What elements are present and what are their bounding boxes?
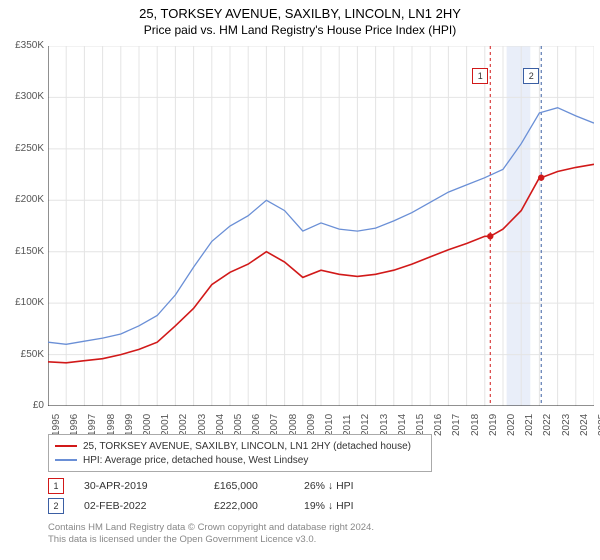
- marker-price: £165,000: [214, 480, 304, 492]
- x-tick-label: 1997: [87, 414, 98, 436]
- x-tick-label: 2024: [579, 414, 590, 436]
- x-tick-label: 2006: [251, 414, 262, 436]
- marker-badge-2: 2: [48, 498, 64, 514]
- y-tick-label: £350K: [4, 40, 44, 51]
- y-tick-label: £200K: [4, 194, 44, 205]
- legend-row: HPI: Average price, detached house, West…: [55, 453, 425, 467]
- legend-label: HPI: Average price, detached house, West…: [83, 455, 308, 466]
- y-tick-label: £100K: [4, 297, 44, 308]
- x-tick-label: 2003: [197, 414, 208, 436]
- x-tick-label: 1996: [69, 414, 80, 436]
- header: 25, TORKSEY AVENUE, SAXILBY, LINCOLN, LN…: [0, 0, 600, 37]
- x-tick-label: 2023: [561, 414, 572, 436]
- x-tick-label: 1995: [51, 414, 62, 436]
- y-tick-label: £50K: [4, 349, 44, 360]
- root: 25, TORKSEY AVENUE, SAXILBY, LINCOLN, LN…: [0, 0, 600, 560]
- x-tick-label: 2022: [542, 414, 553, 436]
- x-tick-label: 2017: [451, 414, 462, 436]
- y-tick-label: £250K: [4, 143, 44, 154]
- marker-row: 1 30-APR-2019 £165,000 26% ↓ HPI: [48, 476, 414, 496]
- legend-label: 25, TORKSEY AVENUE, SAXILBY, LINCOLN, LN…: [83, 441, 411, 452]
- x-tick-label: 2015: [415, 414, 426, 436]
- x-tick-label: 2019: [488, 414, 499, 436]
- chart: 12: [48, 46, 594, 406]
- marker-date: 30-APR-2019: [84, 480, 214, 492]
- page-subtitle: Price paid vs. HM Land Registry's House …: [0, 23, 600, 37]
- x-tick-label: 1998: [106, 414, 117, 436]
- x-tick-label: 2007: [269, 414, 280, 436]
- x-tick-label: 2018: [470, 414, 481, 436]
- marker-date: 02-FEB-2022: [84, 500, 214, 512]
- chart-svg: [48, 46, 594, 406]
- marker-table: 1 30-APR-2019 £165,000 26% ↓ HPI 2 02-FE…: [48, 476, 414, 516]
- marker-row: 2 02-FEB-2022 £222,000 19% ↓ HPI: [48, 496, 414, 516]
- x-tick-label: 1999: [124, 414, 135, 436]
- x-tick-label: 2013: [379, 414, 390, 436]
- x-tick-label: 2002: [178, 414, 189, 436]
- x-tick-label: 2011: [342, 414, 353, 436]
- legend-swatch-property: [55, 445, 77, 447]
- footer-line: Contains HM Land Registry data © Crown c…: [48, 522, 374, 534]
- x-tick-label: 2008: [288, 414, 299, 436]
- x-tick-label: 2009: [306, 414, 317, 436]
- x-tick-label: 2021: [524, 414, 535, 436]
- marker-badge-1: 1: [48, 478, 64, 494]
- marker-pct: 26% ↓ HPI: [304, 480, 414, 492]
- marker-pct: 19% ↓ HPI: [304, 500, 414, 512]
- legend-swatch-hpi: [55, 459, 77, 461]
- footer-line: This data is licensed under the Open Gov…: [48, 534, 374, 546]
- x-tick-label: 2020: [506, 414, 517, 436]
- legend-row: 25, TORKSEY AVENUE, SAXILBY, LINCOLN, LN…: [55, 439, 425, 453]
- footer: Contains HM Land Registry data © Crown c…: [48, 522, 374, 546]
- x-tick-label: 2012: [360, 414, 371, 436]
- chart-marker-badge: 1: [472, 68, 488, 84]
- legend: 25, TORKSEY AVENUE, SAXILBY, LINCOLN, LN…: [48, 434, 432, 472]
- y-tick-label: £0: [4, 400, 44, 411]
- x-tick-label: 2016: [433, 414, 444, 436]
- x-tick-label: 2005: [233, 414, 244, 436]
- x-tick-label: 2001: [160, 414, 171, 436]
- page-title: 25, TORKSEY AVENUE, SAXILBY, LINCOLN, LN…: [0, 6, 600, 21]
- x-tick-label: 2010: [324, 414, 335, 436]
- x-tick-label: 2004: [215, 414, 226, 436]
- y-tick-label: £300K: [4, 91, 44, 102]
- x-tick-label: 2014: [397, 414, 408, 436]
- chart-marker-badge: 2: [523, 68, 539, 84]
- x-tick-label: 2000: [142, 414, 153, 436]
- marker-price: £222,000: [214, 500, 304, 512]
- y-tick-label: £150K: [4, 246, 44, 257]
